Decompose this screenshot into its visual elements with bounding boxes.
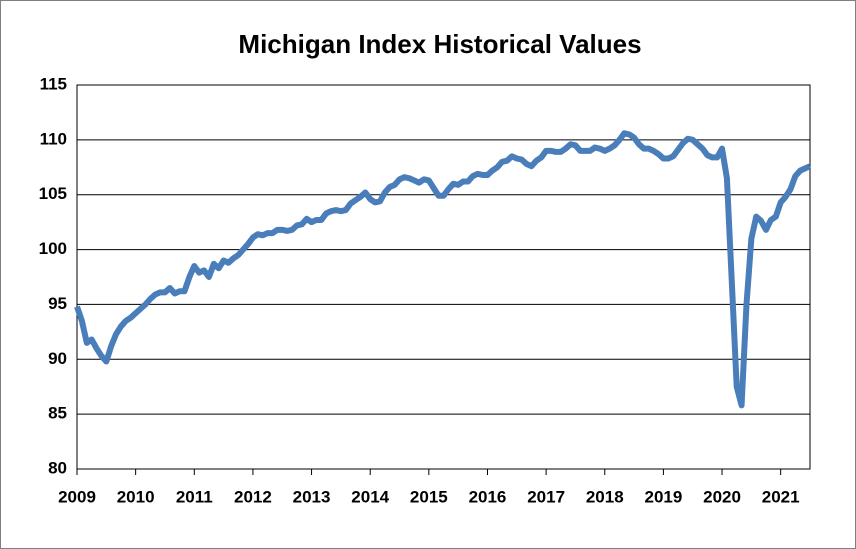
x-tick-label: 2014 <box>351 487 389 506</box>
y-tick-label: 90 <box>48 349 67 368</box>
data-line <box>74 130 812 409</box>
x-tick-label: 2017 <box>527 487 565 506</box>
y-tick-label: 95 <box>48 294 67 313</box>
y-tick-label: 85 <box>48 404 67 423</box>
x-tick-label: 2013 <box>293 487 331 506</box>
x-tick-label: 2015 <box>410 487 448 506</box>
x-tick-label: 2012 <box>234 487 272 506</box>
chart-title: Michigan Index Historical Values <box>238 29 641 59</box>
x-tick-label: 2016 <box>469 487 507 506</box>
x-tick-label: 2018 <box>586 487 624 506</box>
x-tick-label: 2019 <box>644 487 682 506</box>
x-tick-label: 2021 <box>762 487 800 506</box>
x-tick-label: 2009 <box>58 487 96 506</box>
x-tick-label: 2010 <box>117 487 155 506</box>
plot-border <box>76 84 811 470</box>
y-tick-label: 115 <box>40 74 67 93</box>
x-tick-label: 2011 <box>176 487 213 506</box>
y-tick-label: 100 <box>39 239 67 258</box>
x-tick-label: 2020 <box>703 487 741 506</box>
y-tick-label: 105 <box>39 184 67 203</box>
y-tick-label: 80 <box>48 458 67 477</box>
y-tick-label: 110 <box>40 129 67 148</box>
